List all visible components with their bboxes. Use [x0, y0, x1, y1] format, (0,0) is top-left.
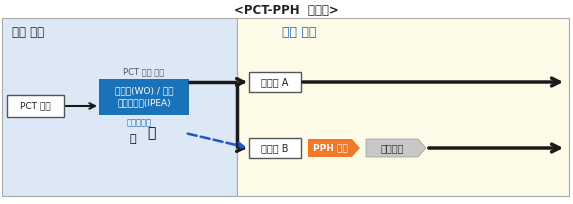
FancyBboxPatch shape — [99, 79, 189, 115]
Text: 견해서(WO) / 예비
심사보고서(IPEA): 견해서(WO) / 예비 심사보고서(IPEA) — [115, 87, 173, 107]
Text: 👍: 👍 — [129, 134, 136, 144]
Text: 국내 단계: 국내 단계 — [282, 26, 316, 39]
Text: PCT 심사 결과: PCT 심사 결과 — [123, 68, 164, 76]
Polygon shape — [366, 139, 426, 157]
FancyBboxPatch shape — [249, 138, 301, 158]
FancyBboxPatch shape — [2, 18, 237, 196]
Text: 긍정적견해: 긍정적견해 — [127, 119, 152, 128]
Text: <PCT-PPH  개념도>: <PCT-PPH 개념도> — [234, 3, 339, 17]
FancyBboxPatch shape — [237, 18, 569, 196]
FancyBboxPatch shape — [7, 95, 64, 117]
Text: 🧑: 🧑 — [147, 126, 155, 140]
Text: 지정국 A: 지정국 A — [261, 77, 289, 87]
Text: 우선심사: 우선심사 — [380, 143, 404, 153]
FancyBboxPatch shape — [249, 72, 301, 92]
Text: 지정국 B: 지정국 B — [261, 143, 289, 153]
Text: PCT 출원: PCT 출원 — [20, 102, 51, 111]
Polygon shape — [308, 139, 360, 157]
Text: PPH 신청: PPH 신청 — [313, 143, 347, 153]
Text: 국제 단계: 국제 단계 — [12, 26, 44, 39]
